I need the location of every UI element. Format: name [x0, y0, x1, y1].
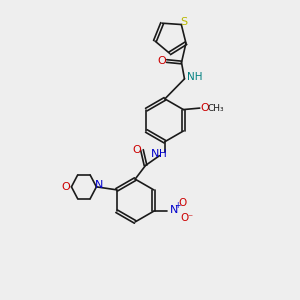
- Text: O: O: [157, 56, 166, 66]
- Text: NH: NH: [187, 72, 202, 82]
- Text: N: N: [151, 149, 160, 160]
- Text: +: +: [174, 201, 181, 210]
- Text: O: O: [200, 103, 209, 113]
- Text: ⁻: ⁻: [188, 213, 193, 223]
- Text: O: O: [178, 198, 187, 208]
- Text: N: N: [94, 180, 103, 190]
- Text: N: N: [169, 205, 178, 215]
- Text: O: O: [62, 182, 70, 192]
- Text: CH₃: CH₃: [207, 103, 224, 112]
- Text: O: O: [132, 145, 141, 155]
- Text: S: S: [180, 17, 187, 28]
- Text: O: O: [181, 213, 189, 223]
- Text: H: H: [160, 149, 167, 160]
